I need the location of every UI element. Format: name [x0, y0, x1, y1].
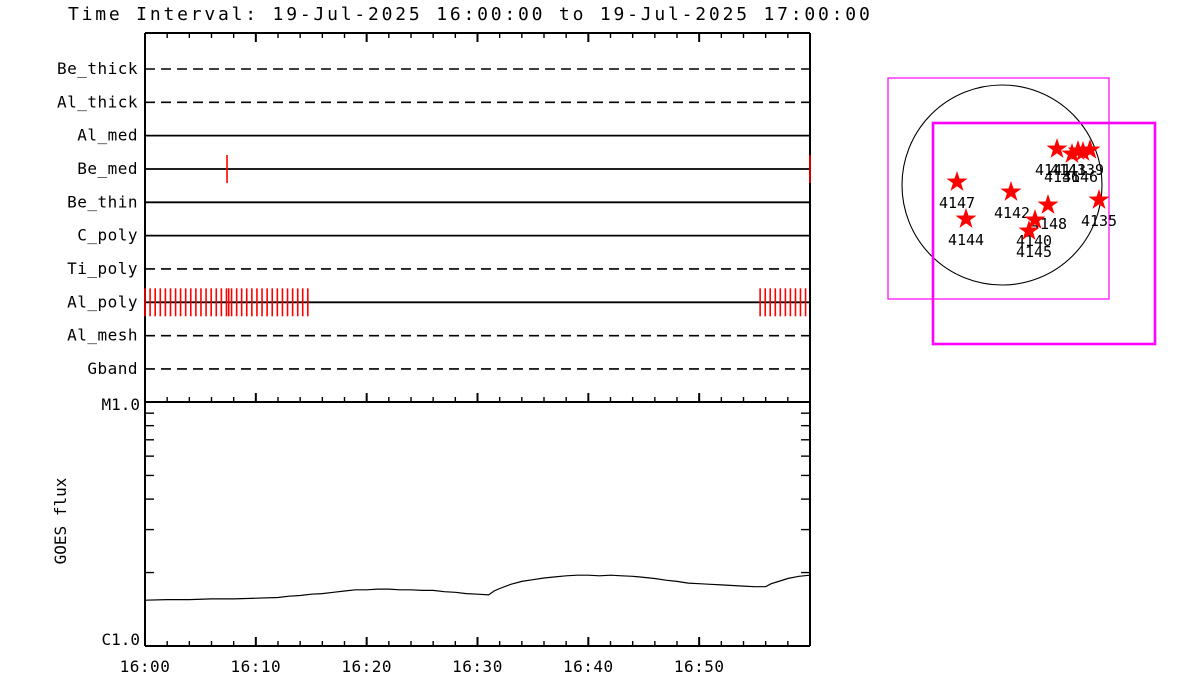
goes-ylabel: GOES flux — [51, 477, 70, 564]
active-region-star — [1061, 143, 1083, 163]
active-region-4141: 4141 — [1035, 138, 1071, 179]
goes-flux-curve — [144, 574, 811, 601]
x-tick-label: 16:50 — [674, 657, 725, 676]
filter-row-label: Al_mesh — [67, 326, 138, 345]
filter-row-ti_poly: Ti_poly — [67, 259, 810, 278]
filter-row-label: Be_med — [77, 159, 138, 178]
active-region-4145: 4145 — [1016, 220, 1052, 261]
plot-title: Time Interval: 19-Jul-2025 16:00:00 to 1… — [68, 4, 873, 25]
goes-flux-panel: M1.0 C1.0 GOES flux 16:00 16:10 16:20 16:30 16:… — [51, 395, 811, 676]
filter-row-label: C_poly — [77, 226, 138, 245]
active-region-star — [1046, 138, 1068, 158]
active-region-label: 4144 — [948, 231, 984, 249]
filter-row-label: Be_thick — [57, 59, 138, 78]
filter-row-be_med: Be_med — [77, 154, 811, 183]
fov-box-outer — [887, 77, 1110, 300]
goes-y-bottom-label: C1.0 — [101, 630, 140, 649]
exposure-ticks-al_poly — [144, 288, 807, 317]
solar-disk-map: 4147414441424148414041454135414141434139… — [887, 77, 1157, 346]
active-region-star — [955, 208, 977, 228]
fov-box-inner — [931, 121, 1157, 346]
x-tick-label: 16:30 — [452, 657, 503, 676]
filter-row-label: Al_poly — [67, 292, 138, 311]
active-region-star — [946, 171, 968, 191]
filter-row-label: Ti_poly — [67, 259, 138, 278]
filter-row-be_thin: Be_thin — [67, 192, 810, 211]
filter-row-al_mesh: Al_mesh — [67, 326, 810, 345]
x-tick-label: 16:20 — [341, 657, 392, 676]
active-region-4135: 4135 — [1081, 189, 1117, 230]
x-tick-label: 16:00 — [120, 657, 171, 676]
active-region-label: 4146 — [1062, 168, 1098, 186]
active-region-label: 4143 — [1050, 161, 1086, 179]
active-region-star — [1088, 189, 1110, 209]
x-tick-label: 16:40 — [563, 657, 614, 676]
active-region-4142: 4142 — [994, 181, 1030, 222]
active-region-label: 4147 — [939, 194, 975, 212]
active-region-star — [1024, 209, 1046, 229]
filter-row-be_thick: Be_thick — [57, 59, 810, 78]
active-region-star — [1018, 220, 1040, 240]
active-region-4144: 4144 — [948, 208, 984, 249]
time-tick-marks — [144, 33, 811, 402]
active-region-label: 4141 — [1035, 161, 1071, 179]
filter-row-label: Al_med — [77, 126, 138, 145]
goes-y-top-label: M1.0 — [101, 395, 140, 414]
filter-row-al_poly: Al_poly — [67, 288, 810, 317]
filter-timeline-panel: Be_thick Al_thick Al_med Be_med Be_thin C_pol… — [57, 32, 811, 403]
filter-row-gband: Gband — [87, 359, 810, 378]
active-region-label: 4142 — [994, 204, 1030, 222]
active-region-star — [1000, 181, 1022, 201]
active-region-4147: 4147 — [939, 171, 975, 212]
filter-row-label: Al_thick — [57, 92, 138, 111]
active-region-label: 4136 — [1044, 168, 1080, 186]
active-region-label: 4139 — [1068, 161, 1104, 179]
x-tick-label: 16:10 — [230, 657, 281, 676]
exposure-ticks-be_med — [226, 154, 811, 183]
filter-row-c_poly: C_poly — [77, 226, 810, 245]
filter-row-al_thick: Al_thick — [57, 92, 810, 111]
filter-row-al_med: Al_med — [77, 126, 810, 145]
active-region-star — [1037, 194, 1059, 214]
active-region-4143: 4143 — [1050, 143, 1086, 179]
filter-row-label: Gband — [87, 359, 138, 378]
active-region-label: 4145 — [1016, 243, 1052, 261]
active-region-star — [1072, 141, 1094, 161]
filter-row-label: Be_thin — [67, 192, 138, 211]
active-region-label: 4135 — [1081, 212, 1117, 230]
active-region-4146: 4146 — [1062, 141, 1098, 186]
solar-limb-circle — [901, 84, 1103, 286]
